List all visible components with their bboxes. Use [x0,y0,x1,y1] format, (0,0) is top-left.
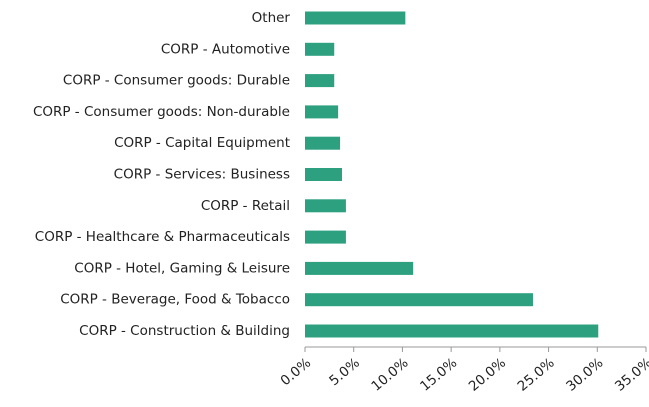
x-tick-label: 35.0% [612,355,649,395]
x-tick-label: 0.0% [278,355,315,389]
y-tick-label: CORP - Automotive [161,41,290,57]
x-tick-label: 15.0% [417,355,460,395]
y-tick-label: CORP - Hotel, Gaming & Leisure [74,260,290,276]
y-tick-label: CORP - Beverage, Food & Tobacco [60,292,290,308]
y-tick-label: Other [252,10,291,26]
x-tick-label: 20.0% [466,355,509,395]
bar [305,105,339,119]
bar [305,324,599,338]
y-tick-label: CORP - Consumer goods: Durable [63,73,290,89]
bar [305,42,335,56]
bar [305,230,346,244]
x-tick-label: 10.0% [368,355,411,395]
y-tick-label: CORP - Construction & Building [79,323,290,339]
bar [305,11,406,25]
bar [305,293,533,307]
bar [305,136,341,150]
bar [305,74,335,88]
x-tick-label: 5.0% [326,355,363,389]
x-tick-label: 30.0% [563,355,606,395]
bar [305,261,414,275]
y-tick-label: CORP - Consumer goods: Non-durable [33,104,290,120]
x-tick-label: 25.0% [515,355,558,395]
y-tick-label: CORP - Healthcare & Pharmaceuticals [35,229,290,245]
y-tick-label: CORP - Capital Equipment [114,135,290,151]
y-tick-label: CORP - Services: Business [114,167,290,183]
bar [305,199,346,213]
y-tick-label: CORP - Retail [201,198,290,214]
bar [305,168,343,181]
